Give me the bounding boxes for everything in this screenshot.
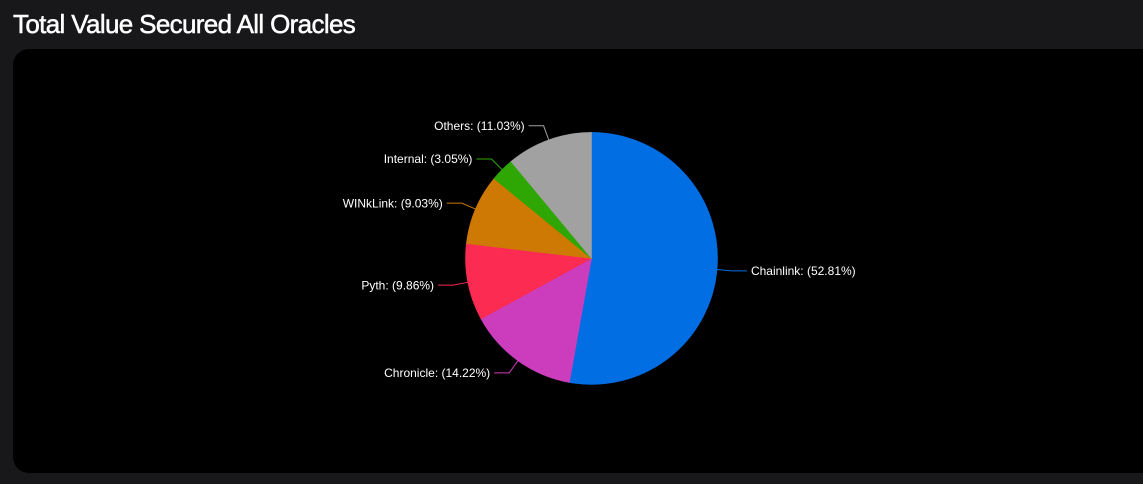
svg-text:Chainlink: (52.81%): Chainlink: (52.81%) bbox=[751, 264, 856, 278]
svg-text:Internal: (3.05%): Internal: (3.05%) bbox=[384, 152, 473, 166]
svg-text:WINkLink: (9.03%): WINkLink: (9.03%) bbox=[343, 196, 443, 210]
svg-text:Pyth: (9.86%): Pyth: (9.86%) bbox=[361, 278, 434, 292]
svg-text:Others: (11.03%): Others: (11.03%) bbox=[434, 119, 524, 133]
svg-text:Chronicle: (14.22%): Chronicle: (14.22%) bbox=[384, 366, 490, 380]
